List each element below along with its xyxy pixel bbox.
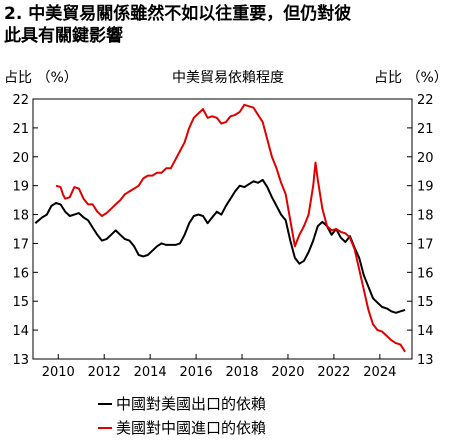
plot-frame xyxy=(32,98,413,360)
title-line-2: 此具有關鍵影響 xyxy=(4,26,123,46)
y-tick-label-left: 19 xyxy=(12,180,29,195)
y-tick-label-right: 15 xyxy=(417,295,434,310)
legend-swatch-red xyxy=(98,427,112,429)
y-tick-label-right: 19 xyxy=(417,180,434,195)
x-tick-label: 2012 xyxy=(88,365,121,380)
y-axis-left: 22 21 20 19 18 17 16 15 14 13 xyxy=(12,93,38,368)
y-tick-label-left: 21 xyxy=(12,122,29,137)
y-axis-label-left: 占比 （%） xyxy=(4,70,78,86)
x-axis: 2010 2012 2014 2016 2018 2020 2022 2024 xyxy=(42,354,396,380)
y-axis-label-right: 占比 （%） xyxy=(374,70,448,86)
y-tick-label-left: 17 xyxy=(12,237,29,252)
x-tick-label: 2016 xyxy=(180,365,213,380)
y-tick-label-left: 20 xyxy=(12,151,29,166)
y-tick-label-left: 13 xyxy=(12,353,29,368)
y-tick-label-left: 18 xyxy=(12,209,29,224)
x-tick-label: 2014 xyxy=(134,365,167,380)
y-tick-label-right: 21 xyxy=(417,122,434,137)
y-axis-right: 22 21 20 19 18 17 16 15 14 13 xyxy=(407,93,434,368)
title-line-1: 2. 中美貿易關係雖然不如以往重要，但仍對彼 xyxy=(4,4,352,24)
y-tick-label-right: 22 xyxy=(417,93,434,108)
y-tick-label-left: 16 xyxy=(12,266,29,281)
y-tick-label-left: 22 xyxy=(12,93,29,108)
chart-title: 中美貿易依賴程度 xyxy=(172,70,284,86)
x-tick-label: 2024 xyxy=(363,365,396,380)
y-tick-label-right: 16 xyxy=(417,266,434,281)
y-tick-label-left: 14 xyxy=(12,324,29,339)
series-line-china-exports xyxy=(34,178,406,314)
legend-label-us-imports: 美國對中國進口的依賴 xyxy=(116,419,267,437)
x-tick-label: 2018 xyxy=(225,365,258,380)
legend-item-us-imports: 美國對中國進口的依賴 xyxy=(98,418,266,438)
y-tick-label-right: 14 xyxy=(417,324,434,339)
legend-item-china-exports: 中國對美國出口的依賴 xyxy=(98,394,266,414)
x-tick-label: 2022 xyxy=(317,365,350,380)
y-tick-label-right: 13 xyxy=(417,353,434,368)
legend-swatch-black xyxy=(98,403,112,405)
x-tick-label: 2020 xyxy=(271,365,304,380)
series-group xyxy=(34,103,406,353)
figure-title: 2. 中美貿易關係雖然不如以往重要，但仍對彼 此具有關鍵影響 xyxy=(4,3,450,47)
x-tick-label: 2010 xyxy=(42,365,75,380)
legend-label-china-exports: 中國對美國出口的依賴 xyxy=(116,395,267,413)
y-tick-label-left: 15 xyxy=(12,295,29,310)
y-tick-label-right: 18 xyxy=(417,209,434,224)
y-tick-label-right: 20 xyxy=(417,151,434,166)
y-tick-label-right: 17 xyxy=(417,237,434,252)
series-line-us-imports xyxy=(55,103,406,353)
